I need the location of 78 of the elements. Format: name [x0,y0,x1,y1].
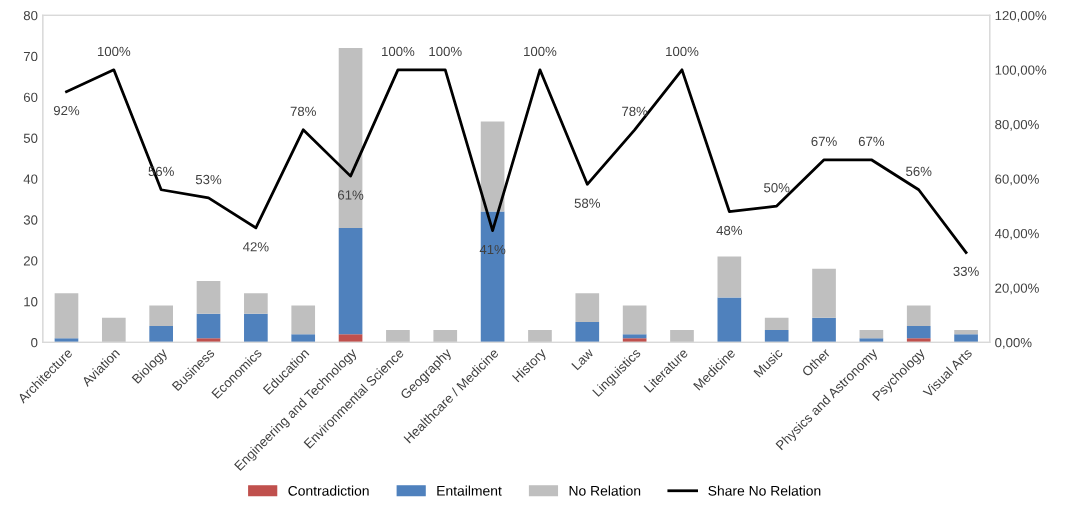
bar [954,330,978,335]
data-label: 48% [716,225,743,236]
bar [812,268,836,318]
bar [386,330,410,343]
bar [622,305,647,335]
bar [906,338,931,343]
bar [433,330,458,343]
y-tick-label: 0 [31,337,38,348]
bar [291,305,316,335]
bar [954,334,978,343]
bar [338,48,363,228]
bar [575,321,600,343]
bar [101,317,126,343]
y2-tick-label: 40,00% [994,228,1039,240]
bar [717,297,742,343]
bar [812,317,836,343]
bar [54,293,79,339]
bar [764,317,789,331]
y-tick-label: 50 [23,133,38,143]
bar [480,211,505,343]
bar [244,313,268,343]
bar [480,121,505,212]
data-label: 92% [53,105,80,116]
y-tick-label: 70 [23,51,38,62]
data-label: 67% [811,136,837,147]
data-label: 33% [953,266,979,277]
bar [906,326,931,339]
legend-label: Contradiction [288,485,369,496]
data-label: 100% [97,46,131,57]
bar [338,334,363,343]
bar [717,256,742,298]
y-tick-label: 30 [23,215,38,225]
legend-label: Entailment [437,485,502,496]
bar [859,330,884,339]
x-tick-label: Law [571,347,595,371]
data-label: 67% [858,136,885,147]
bar [622,334,647,339]
y-tick-label: 20 [23,256,38,266]
data-label: 100% [666,46,699,57]
y-tick-label: 60 [23,92,38,102]
bar [291,334,316,343]
bar [764,330,789,343]
data-label: 50% [764,183,790,193]
y-tick-label: 80 [23,10,38,21]
data-label: 100% [524,46,557,57]
bar [575,293,600,322]
y2-tick-label: 100,00% [995,65,1047,77]
bar [622,338,647,343]
bar [859,338,884,343]
data-label: 42% [242,242,269,252]
data-label: 100% [382,46,415,57]
bar [149,305,174,327]
data-label: 56% [906,166,932,177]
bar [196,338,221,343]
y2-tick-label: 20,00% [995,283,1039,295]
bar [54,338,79,343]
legend-label: No Relation [569,485,641,496]
bar [528,330,552,343]
data-label: 78% [622,106,648,117]
bar [149,326,174,343]
y2-tick-label: 80,00% [995,119,1039,131]
bar [196,281,221,314]
legend-label: Share No Relation [708,485,821,496]
data-label: 78% [290,106,316,117]
y2-tick-label: 60,00% [995,174,1039,186]
bar [196,313,221,339]
y-tick-label: 40 [23,174,38,184]
y2-tick-label: 0,00% [995,337,1032,349]
y-tick-label: 10 [24,297,38,307]
data-label: 53% [195,174,222,185]
data-label: 61% [338,190,364,200]
data-label: 58% [574,198,601,208]
data-label: 100% [429,46,462,57]
bar [670,330,694,343]
bar [906,305,931,327]
y2-tick-label: 120,00% [995,10,1047,22]
bar [244,293,268,314]
bar [338,227,363,335]
